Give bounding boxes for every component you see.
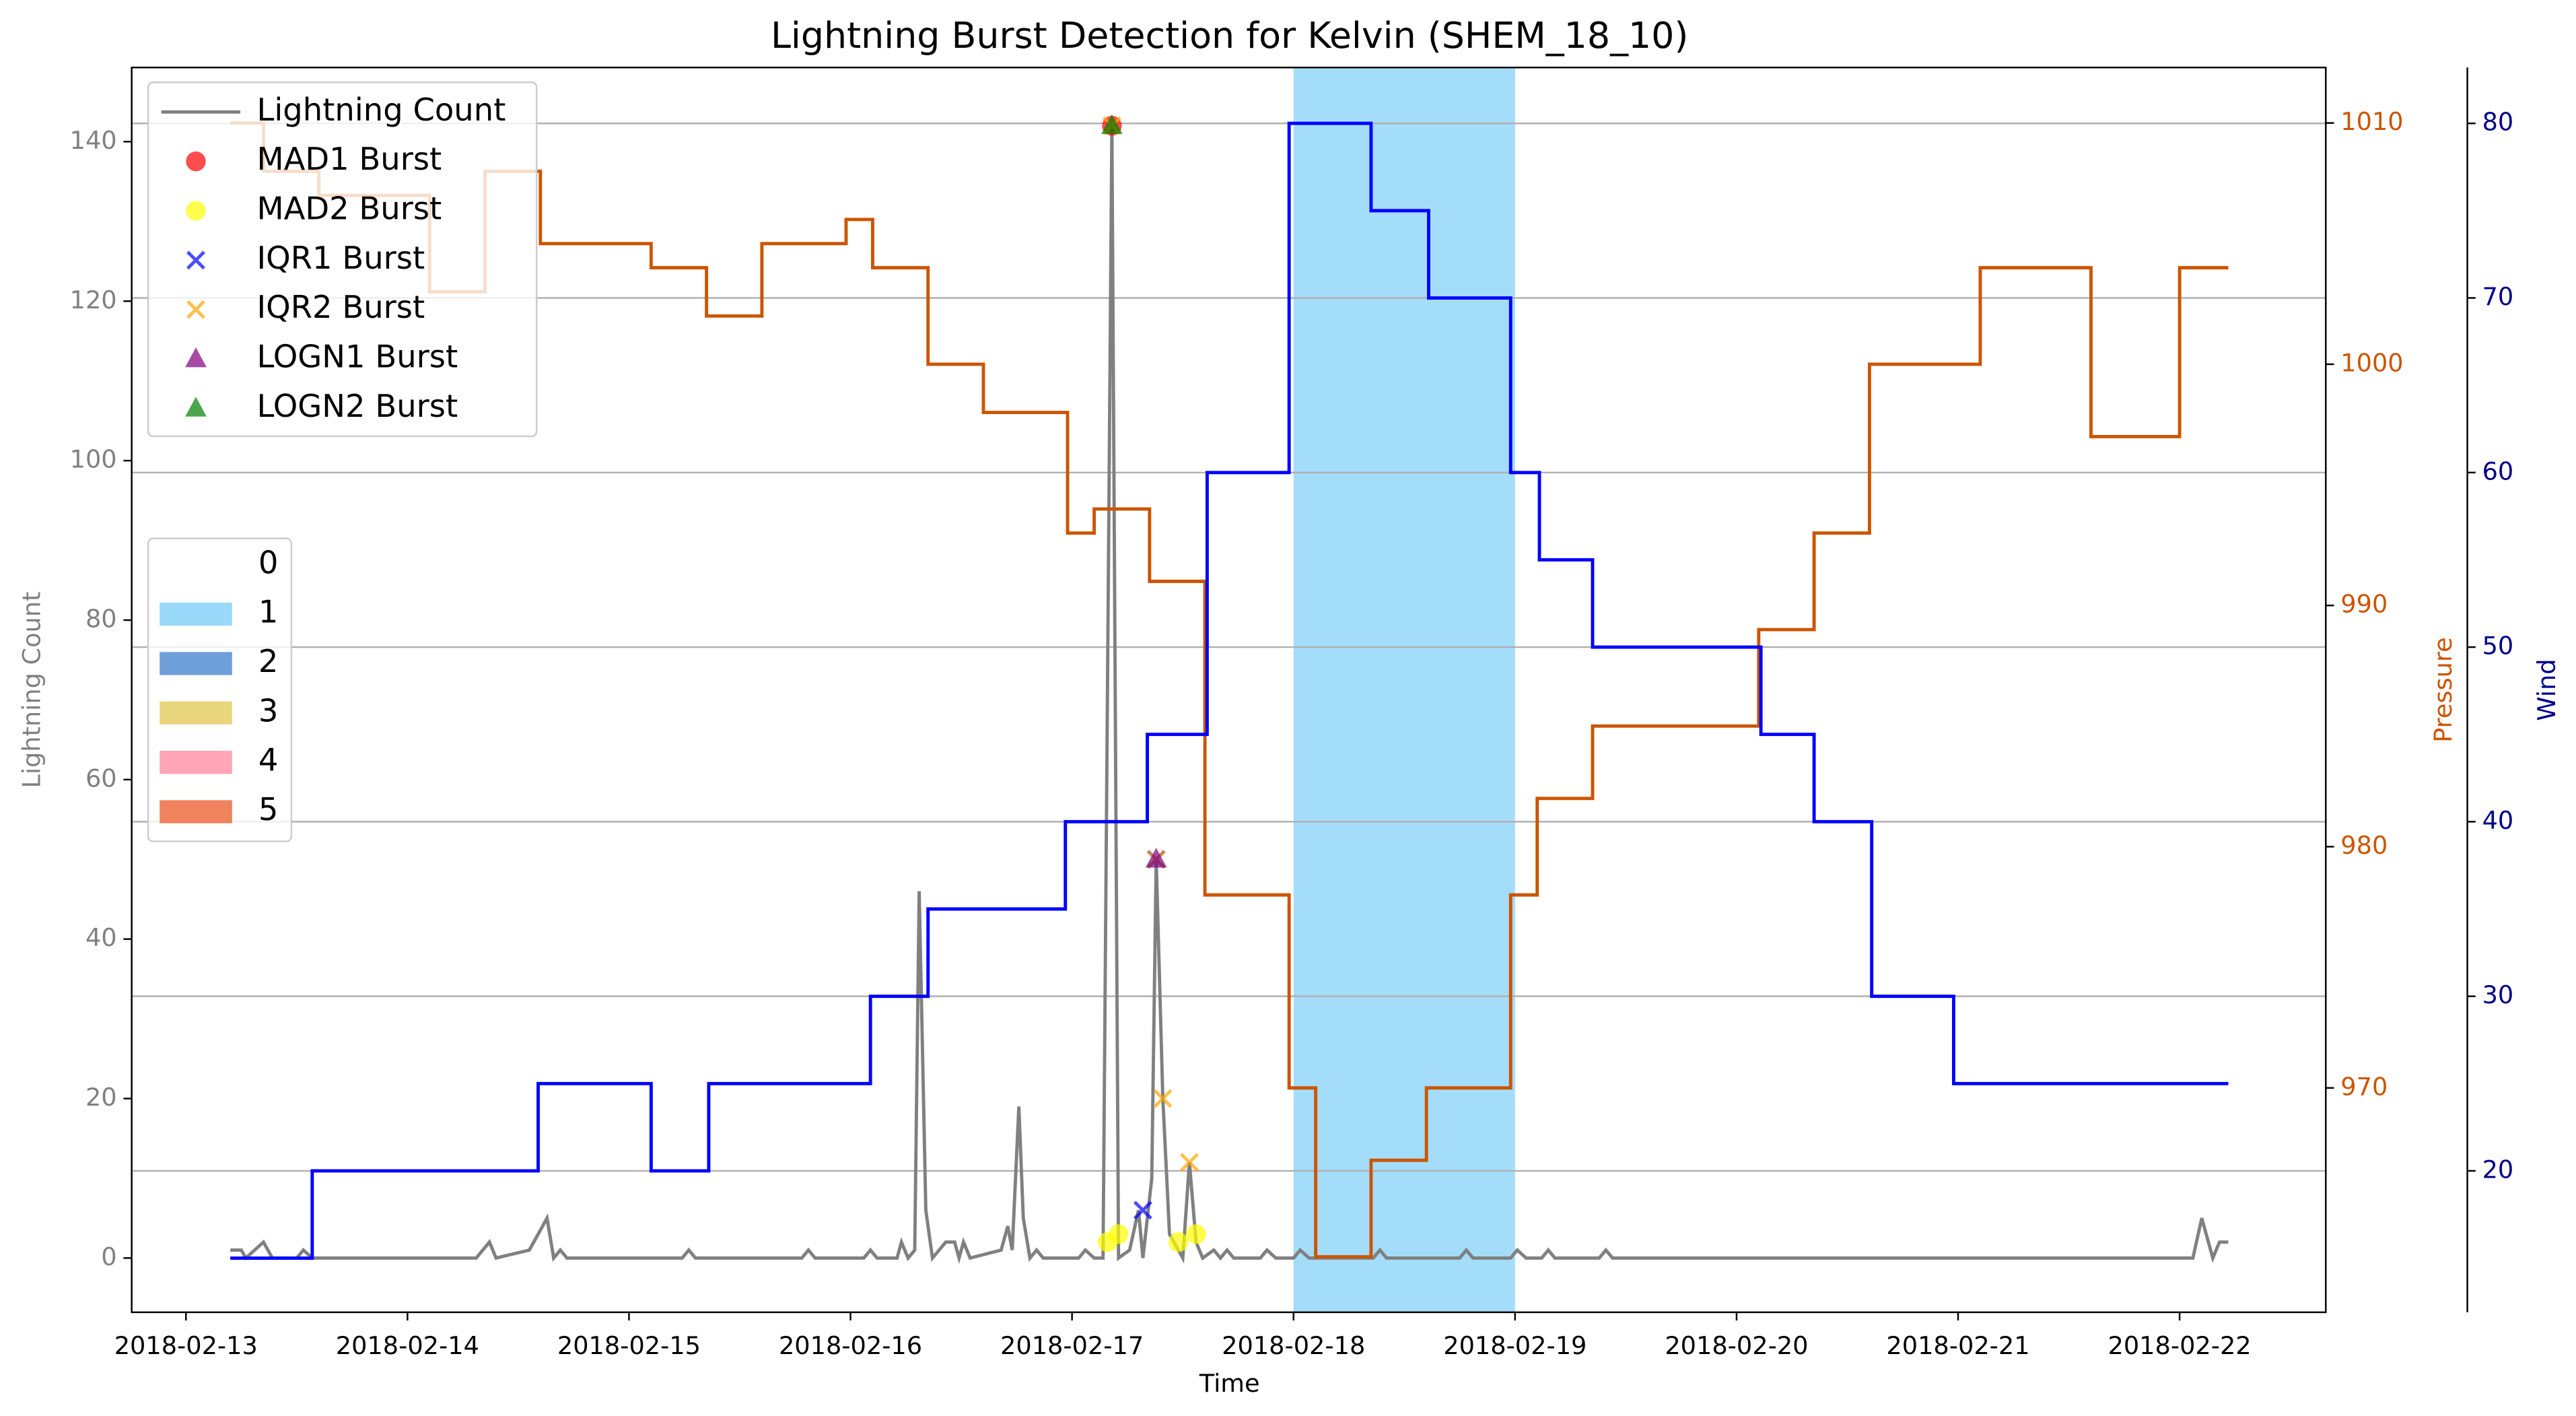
y2-tick-label: 1010 xyxy=(2340,107,2403,136)
x-axis-label: Time xyxy=(1199,1369,1260,1398)
legend-patch xyxy=(160,751,232,774)
legend-patch xyxy=(160,701,232,724)
legend-marker xyxy=(186,201,206,221)
x-tick-label: 2018-02-15 xyxy=(557,1331,701,1360)
x-tick-label: 2018-02-20 xyxy=(1665,1331,1808,1360)
legend-label: LOGN1 Burst xyxy=(256,339,458,375)
y2-axis-label: Pressure xyxy=(2429,637,2458,743)
category-legend: 0 1 2 3 4 5 xyxy=(147,537,293,842)
legend-label: 1 xyxy=(258,594,279,630)
legend-patch xyxy=(160,602,232,626)
x-tick-label: 2018-02-22 xyxy=(2108,1331,2252,1360)
legend-label: Lightning Count xyxy=(256,92,506,128)
series-line xyxy=(230,121,2229,1260)
y-tick-label: 80 xyxy=(85,604,117,633)
legend-label: 4 xyxy=(258,742,279,778)
legend-label: MAD1 Burst xyxy=(256,141,442,177)
burst-marker xyxy=(1145,848,1167,868)
burst-marker xyxy=(1186,1224,1206,1244)
axes-frame xyxy=(131,67,2327,1314)
legend-label: LOGN2 Burst xyxy=(256,388,458,424)
legend-patch xyxy=(160,800,232,823)
y-tick-label: 40 xyxy=(85,923,117,952)
y-tick-label: 60 xyxy=(85,764,117,793)
y-tick-label: 20 xyxy=(85,1083,117,1112)
y-tick-label: 0 xyxy=(101,1242,116,1271)
y2-tick-label: 990 xyxy=(2340,590,2388,619)
y-tick-label: 120 xyxy=(70,285,117,314)
y3-tick-label: 20 xyxy=(2482,1155,2514,1184)
legend-label: MAD2 Burst xyxy=(256,191,442,227)
x-tick-label: 2018-02-16 xyxy=(779,1331,922,1360)
x-tick-label: 2018-02-14 xyxy=(336,1331,479,1360)
burst-marker xyxy=(1153,1089,1173,1108)
y-tick-label: 140 xyxy=(70,126,117,155)
legend-label: 5 xyxy=(258,791,279,828)
burst-marker xyxy=(1133,1201,1152,1220)
legend-label: IQR2 Burst xyxy=(256,289,425,325)
y2-tick-label: 980 xyxy=(2340,831,2388,860)
series-line xyxy=(230,125,2229,1265)
legend-patch xyxy=(160,652,232,675)
chart-title: Lightning Burst Detection for Kelvin (SH… xyxy=(771,14,1688,57)
y3-tick-label: 70 xyxy=(2482,282,2514,311)
burst-marker xyxy=(1168,1232,1189,1252)
legend-marker xyxy=(186,300,205,319)
burst-marker xyxy=(1101,114,1123,134)
y-tick-label: 100 xyxy=(70,445,117,474)
legend: Lightning Count MAD1 Burst MAD2 Burst IQR1 … xyxy=(147,81,538,438)
x-tick-label: 2018-02-19 xyxy=(1443,1331,1587,1360)
legend-label: 0 xyxy=(258,544,279,580)
burst-marker xyxy=(1180,1153,1199,1172)
legend-marker xyxy=(186,151,206,172)
legend-patch xyxy=(160,553,232,576)
category-span xyxy=(1293,67,1515,1312)
legend-marker xyxy=(186,250,205,270)
burst-marker xyxy=(1109,1224,1129,1244)
x-tick-label: 2018-02-18 xyxy=(1222,1331,1365,1360)
y3-axis-label: Wind xyxy=(2532,659,2561,721)
y3-tick-label: 30 xyxy=(2482,980,2514,1009)
x-tick-label: 2018-02-17 xyxy=(1000,1331,1144,1360)
x-tick-label: 2018-02-21 xyxy=(1886,1331,2029,1360)
legend-label: 3 xyxy=(258,692,279,729)
y3-tick-label: 50 xyxy=(2482,632,2514,661)
y-axis-label: Lightning Count xyxy=(17,592,46,788)
series-line xyxy=(230,121,2229,1258)
x-tick-label: 2018-02-13 xyxy=(114,1331,258,1360)
legend-label: IQR1 Burst xyxy=(256,240,425,276)
legend-marker xyxy=(185,347,207,368)
y3-tick-label: 40 xyxy=(2482,806,2514,835)
legend-box xyxy=(147,81,538,438)
legend-marker xyxy=(185,397,207,417)
y2-tick-label: 1000 xyxy=(2340,348,2403,377)
y2-tick-label: 970 xyxy=(2340,1072,2388,1101)
legend-label: 2 xyxy=(258,643,279,679)
y3-tick-label: 80 xyxy=(2482,108,2514,137)
y3-tick-label: 60 xyxy=(2482,457,2514,485)
